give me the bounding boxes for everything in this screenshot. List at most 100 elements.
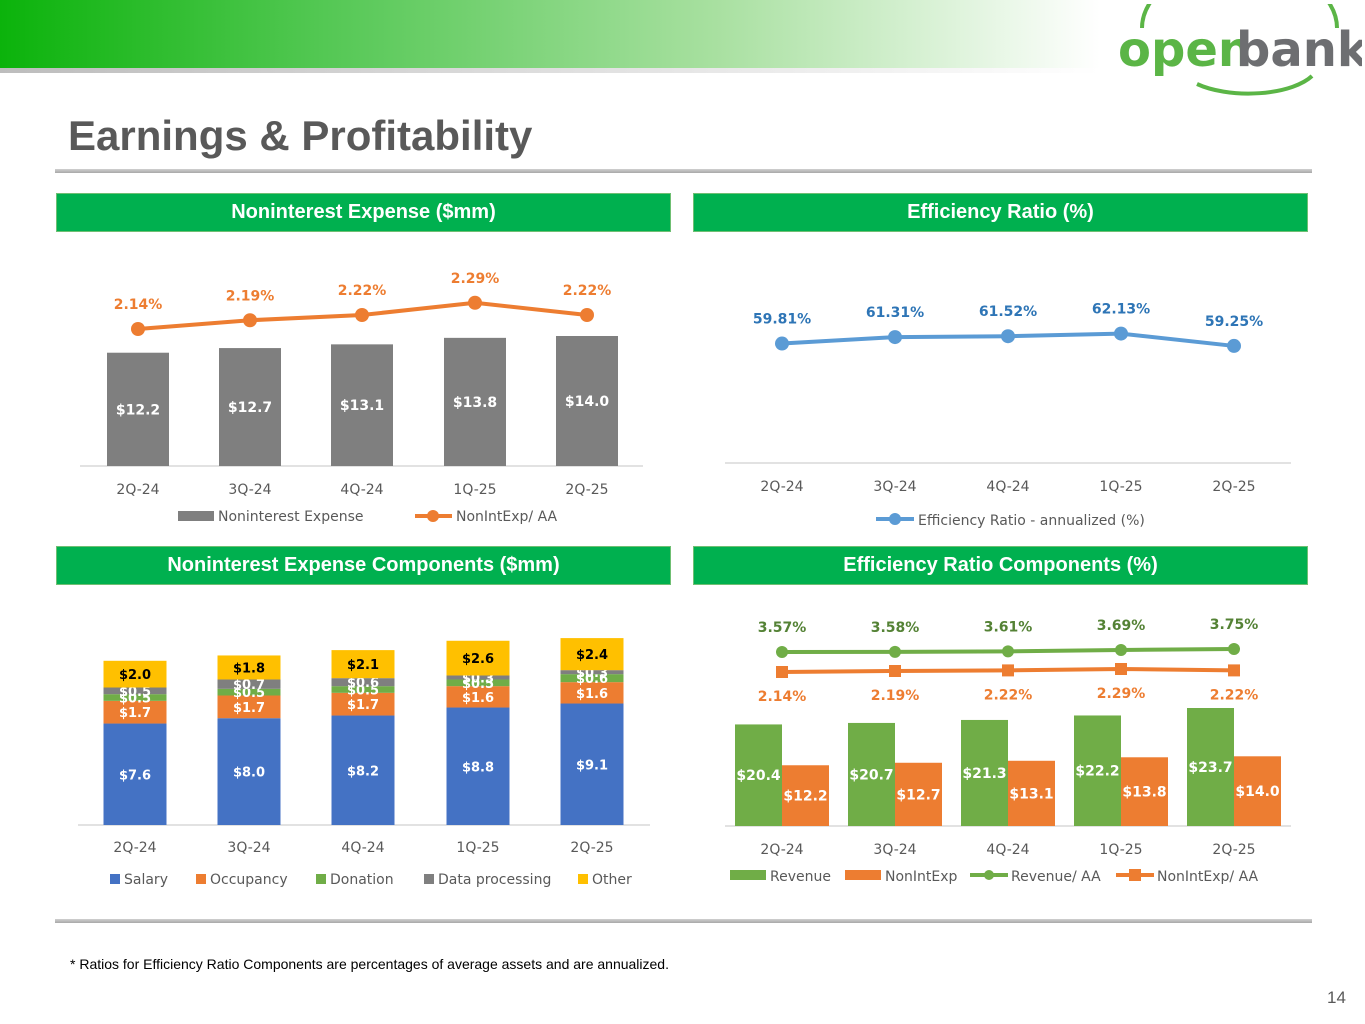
comp-bar-label-2-0: $0.5: [119, 692, 151, 707]
effcomp-revenue-ratio-label-0: 3.57%: [758, 620, 807, 636]
eff-x-tick-2: 4Q-24: [986, 479, 1029, 495]
effcomp-revenue-label-3: $22.2: [1075, 764, 1119, 780]
effcomp-revenue-bar-0: [735, 724, 782, 826]
comp-bar-label-4-1: $1.8: [233, 661, 265, 676]
eff-x-tick-3: 1Q-25: [1099, 479, 1142, 495]
nonint-x-tick-2: 4Q-24: [340, 482, 383, 498]
comp-bar-label-4-3: $2.6: [462, 652, 494, 667]
effcomp-expense-bar-0: [782, 765, 829, 826]
comp-legend-swatch-3: [424, 874, 434, 884]
comp-bar-label-4-0: $2.0: [119, 668, 151, 683]
effcomp-expense-label-4: $14.0: [1235, 784, 1280, 800]
footnote: * Ratios for Efficiency Ratio Components…: [70, 956, 669, 972]
comp-bar-donation-2: [331, 686, 395, 693]
comp-legend-swatch-1: [196, 874, 206, 884]
comp-bar-label-2-3: $0.5: [462, 677, 494, 692]
comp-legend-label-0: Salary: [124, 872, 168, 888]
comp-bar-label-0-4: $9.1: [576, 758, 608, 773]
effcomp-x-tick-4: 2Q-25: [1212, 842, 1255, 858]
comp-bar-label-2-2: $0.5: [347, 683, 379, 698]
comp-x-tick-1: 3Q-24: [227, 840, 270, 856]
eff-point-0: [775, 336, 789, 351]
nonint-bar-4: [556, 336, 618, 466]
comp-bar-data-processing-1: [217, 679, 281, 689]
effcomp-revenue-label-0: $20.4: [736, 768, 781, 784]
comp-legend-label-3: Data processing: [438, 872, 551, 888]
comp-bar-data-processing-4: [560, 670, 624, 675]
effcomp-revenue-label-4: $23.7: [1188, 760, 1232, 776]
effcomp-expense-ratio-label-2: 2.22%: [984, 687, 1033, 703]
comp-bar-other-2: [331, 650, 395, 679]
title-divider: [55, 169, 1312, 173]
comp-legend-swatch-0: [110, 874, 120, 884]
nonint-ratio-point-3: [468, 295, 482, 310]
effcomp-revenue-ratio-label-3: 3.69%: [1097, 618, 1146, 634]
comp-bar-label-1-0: $1.7: [119, 706, 151, 721]
comp-bar-label-4-4: $2.4: [576, 648, 608, 663]
eff-label-0: 59.81%: [753, 312, 811, 328]
comp-bar-other-4: [560, 638, 624, 671]
comp-bar-salary-0: [103, 723, 167, 825]
comp-x-tick-4: 2Q-25: [570, 840, 613, 856]
nonint-bar-3: [444, 337, 506, 466]
comp-x-tick-3: 1Q-25: [456, 840, 499, 856]
comp-x-tick-2: 4Q-24: [341, 840, 384, 856]
page-number: 14: [1327, 988, 1346, 1007]
effcomp-expense-ratio-label-4: 2.22%: [1210, 687, 1259, 703]
effcomp-expense-ratio-point-4: [1228, 664, 1240, 677]
logo-bottom-arc: [1196, 74, 1314, 96]
effcomp-x-tick-1: 3Q-24: [873, 842, 916, 858]
panel-header-expense-components: Noninterest Expense Components ($mm): [56, 546, 671, 585]
effcomp-revenue-bar-3: [1074, 715, 1121, 826]
comp-bar-salary-2: [331, 715, 395, 825]
effcomp-legend-swatch-expense-marker: [1129, 869, 1141, 881]
comp-bar-data-processing-3: [446, 675, 510, 680]
nonint-ratio-point-0: [131, 322, 145, 336]
eff-legend-label: Efficiency Ratio - annualized (%): [918, 513, 1145, 529]
effcomp-revenue-ratio-label-4: 3.75%: [1210, 617, 1259, 633]
eff-x-tick-0: 2Q-24: [760, 479, 803, 495]
comp-bar-donation-4: [560, 674, 624, 683]
comp-bar-label-0-3: $8.8: [462, 760, 494, 775]
logo-text-bank: bank: [1236, 22, 1362, 78]
effcomp-expense-label-3: $13.8: [1122, 785, 1166, 801]
nonint-legend-label-bar: Noninterest Expense: [218, 509, 363, 525]
nonint-x-tick-4: 2Q-25: [565, 482, 608, 498]
panel-header-efficiency-ratio: Efficiency Ratio (%): [693, 193, 1308, 232]
effcomp-revenue-ratio-label-2: 3.61%: [984, 619, 1033, 635]
effcomp-revenue-ratio-point-2: [1002, 645, 1014, 658]
effcomp-expense-ratio-point-1: [889, 665, 901, 677]
eff-point-3: [1114, 326, 1128, 341]
nonint-legend-swatch-bar: [178, 511, 214, 521]
panel-header-efficiency-components: Efficiency Ratio Components (%): [693, 546, 1308, 585]
header-bar-shadow: [0, 68, 1100, 73]
comp-bar-label-3-2: $0.6: [347, 676, 379, 691]
effcomp-expense-label-0: $12.2: [783, 789, 827, 805]
comp-bar-label-2-1: $0.5: [233, 686, 265, 701]
nonint-ratio-label-2: 2.22%: [338, 283, 387, 299]
comp-legend-label-4: Other: [592, 872, 632, 888]
nonint-bar-label-4: $14.0: [565, 394, 610, 410]
comp-bar-donation-3: [446, 679, 510, 687]
effcomp-expense-label-2: $13.1: [1009, 786, 1053, 802]
comp-bar-occupancy-3: [446, 686, 510, 708]
effcomp-revenue-bar-1: [848, 722, 895, 826]
comp-bar-occupancy-4: [560, 682, 624, 704]
logo-text-open: open: [1118, 22, 1252, 78]
nonint-ratio-label-3: 2.29%: [451, 271, 500, 287]
nonint-bar-2: [331, 344, 393, 466]
eff-label-4: 59.25%: [1205, 314, 1263, 330]
page-title: Earnings & Profitability: [68, 112, 533, 159]
nonint-ratio-point-4: [580, 308, 594, 322]
eff-label-1: 61.31%: [866, 305, 924, 321]
openbank-logo: open bank: [1118, 4, 1362, 96]
header-gradient-bar: [0, 0, 1100, 68]
comp-legend-label-1: Occupancy: [210, 872, 288, 888]
comp-bar-other-3: [446, 640, 510, 676]
effcomp-legend-label-revenue-ratio: Revenue/ AA: [1011, 869, 1101, 885]
nonint-ratio-point-1: [243, 313, 257, 328]
effcomp-revenue-ratio-point-1: [889, 645, 901, 658]
effcomp-expense-bar-1: [895, 762, 942, 826]
panel-header-noninterest-expense: Noninterest Expense ($mm): [56, 193, 671, 232]
comp-bar-label-2-4: $0.6: [576, 672, 608, 687]
